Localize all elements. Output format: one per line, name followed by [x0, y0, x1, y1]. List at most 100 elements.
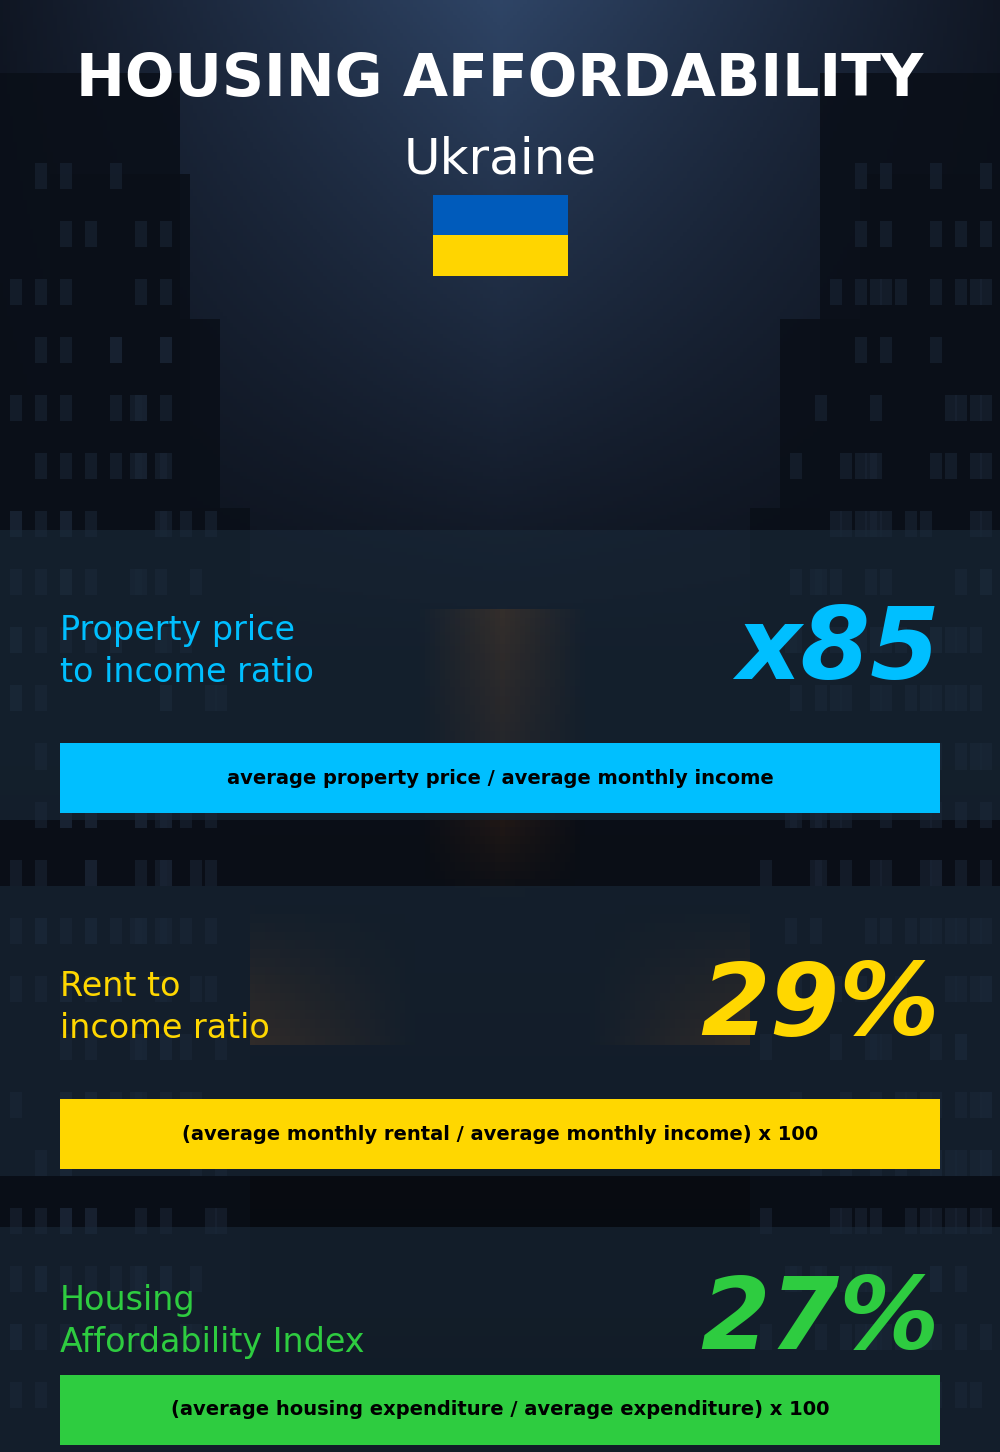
Bar [895, 976, 907, 1002]
Bar [135, 453, 147, 479]
Bar [930, 1208, 942, 1234]
Bar [35, 1382, 47, 1408]
Bar [830, 569, 842, 595]
Bar [970, 511, 982, 537]
Bar [970, 1208, 982, 1234]
Bar [840, 1208, 852, 1234]
Bar [205, 976, 217, 1002]
Bar [880, 279, 892, 305]
Bar [840, 860, 852, 886]
Bar [870, 395, 882, 421]
Bar [810, 802, 822, 828]
Bar [110, 337, 122, 363]
Bar [905, 1092, 917, 1118]
Bar [980, 802, 992, 828]
Bar [855, 976, 867, 1002]
Bar [110, 163, 122, 189]
Bar [970, 1150, 982, 1176]
Bar [10, 511, 22, 537]
Bar [135, 1266, 147, 1292]
Bar [865, 918, 877, 944]
Bar [970, 1092, 982, 1118]
Bar [180, 1324, 192, 1350]
Bar [970, 918, 982, 944]
Bar [10, 1382, 22, 1408]
Text: HOUSING AFFORDABILITY: HOUSING AFFORDABILITY [76, 51, 924, 109]
Bar [870, 1034, 882, 1060]
Bar [60, 395, 72, 421]
Bar [810, 1150, 822, 1176]
Bar [215, 1150, 227, 1176]
Bar [160, 1266, 172, 1292]
Bar [85, 1092, 97, 1118]
Bar [215, 685, 227, 711]
Bar [110, 1382, 122, 1408]
Bar [980, 569, 992, 595]
Bar [110, 976, 122, 1002]
Bar [110, 1092, 122, 1118]
Bar [60, 976, 72, 1002]
Bar [135, 860, 147, 886]
Bar [85, 918, 97, 944]
Bar [35, 453, 47, 479]
Bar [160, 860, 172, 886]
Bar [10, 685, 22, 711]
Bar [432, 235, 568, 276]
Bar [110, 976, 122, 1002]
Bar [35, 1266, 47, 1292]
Bar [60, 453, 72, 479]
Bar [160, 279, 172, 305]
Bar [60, 511, 72, 537]
Bar [880, 569, 892, 595]
Bar [60, 569, 72, 595]
Bar [110, 627, 122, 653]
Bar [980, 976, 992, 1002]
Bar [880, 802, 892, 828]
Bar [60, 1150, 72, 1176]
Bar [785, 1382, 797, 1408]
Bar [815, 685, 827, 711]
Bar [35, 802, 47, 828]
Bar [10, 1208, 22, 1234]
Bar [215, 1034, 227, 1060]
Bar [980, 453, 992, 479]
Bar [980, 1092, 992, 1118]
Bar [10, 918, 22, 944]
Bar [60, 569, 72, 595]
Bar [930, 1150, 942, 1176]
Bar [840, 627, 852, 653]
Bar [160, 1034, 172, 1060]
Bar [110, 395, 122, 421]
Bar [830, 279, 842, 305]
Bar [160, 337, 172, 363]
Bar [810, 569, 822, 595]
Bar [810, 743, 822, 770]
Bar [815, 860, 827, 886]
Bar [155, 1382, 167, 1408]
Bar [35, 163, 47, 189]
Bar [35, 860, 47, 886]
Bar [865, 1266, 877, 1292]
Bar [880, 627, 892, 653]
Bar [855, 743, 867, 770]
Bar [980, 1150, 992, 1176]
Bar [60, 802, 72, 828]
Bar [895, 1150, 907, 1176]
Bar [955, 1034, 967, 1060]
Bar [190, 1382, 202, 1408]
Bar [970, 627, 982, 653]
Bar [110, 1382, 122, 1408]
Bar [955, 1266, 967, 1292]
Bar [830, 802, 842, 828]
Bar [190, 976, 202, 1002]
Bar [920, 1092, 932, 1118]
Bar [955, 1324, 967, 1350]
Bar [955, 918, 967, 944]
Bar [880, 860, 892, 886]
Bar [980, 743, 992, 770]
Bar [955, 976, 967, 1002]
Bar [35, 569, 47, 595]
Bar [60, 1375, 940, 1445]
Bar [930, 918, 942, 944]
Bar [60, 743, 940, 813]
